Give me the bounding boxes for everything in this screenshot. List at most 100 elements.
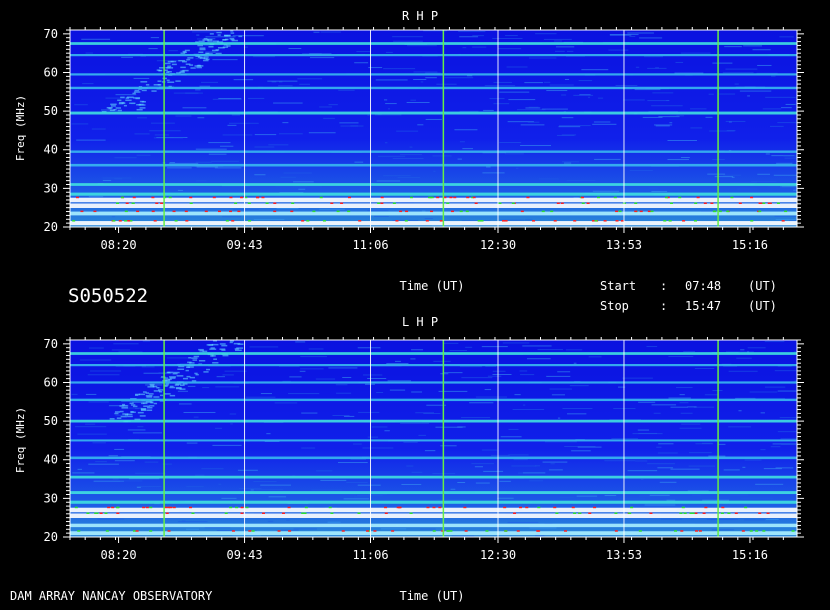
noise-speckle xyxy=(77,433,107,435)
noise-speckle xyxy=(156,137,164,139)
band-hotspot xyxy=(501,220,505,222)
noise-speckle xyxy=(393,40,423,42)
burst-speckle xyxy=(109,418,115,420)
burst-speckle xyxy=(212,362,219,364)
burst-speckle xyxy=(135,394,139,396)
noise-speckle xyxy=(723,469,740,471)
noise-speckle xyxy=(730,506,754,508)
band-hotspot xyxy=(169,506,173,509)
frequency-band xyxy=(70,419,797,423)
noise-speckle xyxy=(654,124,673,126)
noise-speckle xyxy=(554,40,563,42)
noise-speckle xyxy=(71,123,89,125)
burst-speckle xyxy=(110,105,116,107)
noise-speckle xyxy=(747,351,750,353)
band-hotspot xyxy=(240,506,244,509)
burst-speckle xyxy=(122,413,129,415)
band-hotspot xyxy=(174,220,178,222)
band-hotspot xyxy=(504,530,508,532)
noise-speckle xyxy=(674,72,704,74)
noise-speckle xyxy=(451,535,475,537)
noise-speckle xyxy=(384,142,388,144)
band-hotspot xyxy=(472,196,476,199)
noise-speckle xyxy=(323,117,335,119)
noise-speckle xyxy=(660,512,683,514)
noise-speckle xyxy=(649,494,670,496)
band-hotspot xyxy=(438,506,442,509)
x-tick-label: 13:53 xyxy=(606,548,642,562)
burst-speckle xyxy=(219,348,226,350)
noise-speckle xyxy=(781,107,792,109)
burst-speckle xyxy=(170,60,177,63)
noise-speckle xyxy=(731,176,735,178)
noise-speckle xyxy=(87,374,120,376)
noise-speckle xyxy=(177,189,184,191)
band-hotspot xyxy=(240,196,244,199)
burst-speckle xyxy=(156,386,160,389)
noise-speckle xyxy=(396,130,419,132)
noise-speckle xyxy=(763,468,782,470)
noise-speckle xyxy=(771,155,795,157)
noise-speckle xyxy=(211,160,239,162)
noise-speckle xyxy=(516,109,546,111)
burst-speckle xyxy=(209,33,214,35)
noise-speckle xyxy=(515,167,519,169)
noise-speckle xyxy=(472,35,484,37)
noise-speckle xyxy=(315,378,336,380)
burst-speckle xyxy=(186,375,191,378)
noise-speckle xyxy=(651,404,677,406)
burst-speckle xyxy=(160,376,166,378)
noise-speckle xyxy=(543,38,572,40)
noise-speckle xyxy=(205,36,236,38)
noise-speckle xyxy=(193,416,199,418)
burst-speckle xyxy=(229,340,234,342)
burst-speckle xyxy=(140,408,146,411)
noise-speckle xyxy=(615,84,638,86)
noise-speckle xyxy=(508,99,536,101)
noise-speckle xyxy=(340,125,364,127)
burst-speckle xyxy=(169,386,176,389)
noise-speckle xyxy=(758,507,781,509)
frequency-band xyxy=(70,363,797,367)
noise-speckle xyxy=(212,98,242,100)
noise-speckle xyxy=(342,377,352,379)
burst-speckle xyxy=(142,391,147,393)
burst-speckle xyxy=(234,349,242,352)
band-hotspot xyxy=(404,220,408,222)
band-hotspot xyxy=(593,506,597,509)
burst-speckle xyxy=(216,41,224,43)
burst-speckle xyxy=(203,371,209,373)
noise-speckle xyxy=(591,225,618,227)
band-hotspot xyxy=(127,220,131,222)
band-hotspot xyxy=(248,530,252,532)
noise-speckle xyxy=(132,432,163,434)
noise-speckle xyxy=(604,460,636,462)
noise-speckle xyxy=(367,436,379,438)
frequency-band xyxy=(70,352,797,355)
noise-speckle xyxy=(267,80,298,82)
band-hotspot xyxy=(231,530,235,532)
noise-speckle xyxy=(444,77,474,79)
noise-speckle xyxy=(216,529,234,531)
noise-speckle xyxy=(647,100,670,102)
band-hotspot xyxy=(86,512,90,515)
noise-speckle xyxy=(749,391,778,393)
band-hotspot xyxy=(683,512,687,515)
noise-speckle xyxy=(505,153,524,155)
noise-speckle xyxy=(85,52,93,54)
noise-speckle xyxy=(512,409,545,411)
noise-speckle xyxy=(218,483,222,485)
noise-speckle xyxy=(524,82,543,84)
noise-speckle xyxy=(288,47,302,49)
burst-speckle xyxy=(167,65,172,68)
burst-speckle xyxy=(148,393,154,395)
burst-speckle xyxy=(206,368,211,371)
noise-speckle xyxy=(249,346,279,348)
band-hotspot xyxy=(639,210,643,213)
noise-speckle xyxy=(551,211,572,213)
burst-speckle xyxy=(167,81,175,83)
band-hotspot xyxy=(704,506,708,509)
noise-speckle xyxy=(549,388,572,390)
band-hotspot xyxy=(231,220,235,222)
noise-speckle xyxy=(550,463,555,465)
